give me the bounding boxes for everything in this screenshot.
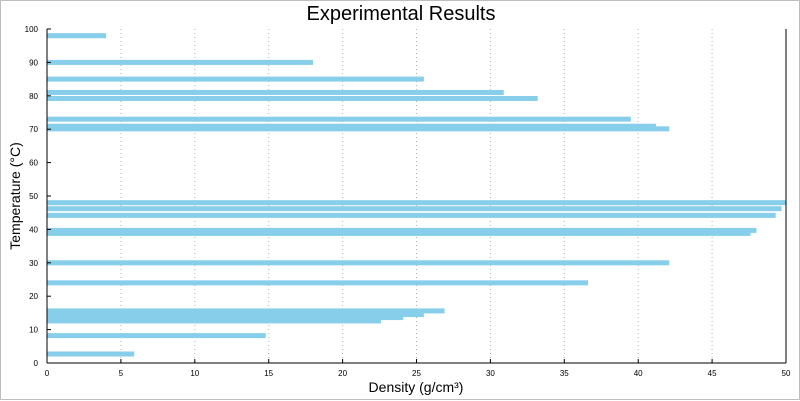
bar-6: [47, 123, 656, 129]
x-tick-label-8: 40: [634, 369, 643, 378]
x-tick-label-2: 10: [190, 369, 199, 378]
bar-13: [47, 260, 670, 266]
bar-12: [47, 230, 751, 236]
y-tick-label-5: 50: [29, 192, 38, 201]
x-tick-label-3: 15: [264, 369, 273, 378]
bar-5: [47, 116, 631, 122]
bar-7: [47, 126, 670, 132]
bar-10: [47, 212, 776, 218]
bar-2: [47, 76, 424, 82]
bar-18: [47, 318, 382, 324]
x-tick-label-1: 5: [119, 369, 124, 378]
y-axis-label: Temperature (°C): [7, 142, 23, 250]
x-tick-label-6: 30: [486, 369, 495, 378]
bar-4: [47, 95, 538, 101]
y-tick-label-1: 10: [29, 326, 38, 335]
y-tick-label-8: 80: [29, 92, 38, 101]
y-tick-label-4: 40: [29, 225, 38, 234]
y-tick-label-9: 90: [29, 58, 38, 67]
y-tick-label-0: 0: [34, 359, 39, 368]
ticks: 0 5 10 15 20 25 30 35 40 45 50 0 10 20 30 40 50 60 70 80 90 1…: [25, 25, 791, 378]
bars: [47, 33, 786, 357]
bar-8: [47, 200, 786, 206]
x-tick-label-7: 35: [560, 369, 569, 378]
bar-1: [47, 59, 314, 65]
y-tick-label-6: 60: [29, 159, 38, 168]
x-axis-label: Density (g/cm³): [369, 379, 464, 395]
x-tick-label-5: 25: [412, 369, 421, 378]
y-tick-label-2: 20: [29, 292, 38, 301]
bar-3: [47, 89, 504, 95]
chart-title: Experimental Results: [307, 3, 496, 25]
x-tick-label-10: 50: [782, 369, 791, 378]
bar-16: [47, 312, 424, 318]
y-tick-label-3: 30: [29, 259, 38, 268]
bar-14: [47, 280, 588, 286]
x-tick-label-0: 0: [45, 369, 50, 378]
bar-15: [47, 308, 445, 314]
y-tick-label-7: 70: [29, 125, 38, 134]
bar-9: [47, 206, 782, 212]
bar-17: [47, 315, 404, 321]
bar-20: [47, 351, 135, 357]
bar-19: [47, 333, 266, 339]
x-tick-label-4: 20: [338, 369, 347, 378]
x-tick-label-9: 45: [708, 369, 717, 378]
bar-0: [47, 33, 107, 39]
bar-11: [47, 227, 757, 233]
y-tick-label-10: 100: [25, 25, 39, 34]
